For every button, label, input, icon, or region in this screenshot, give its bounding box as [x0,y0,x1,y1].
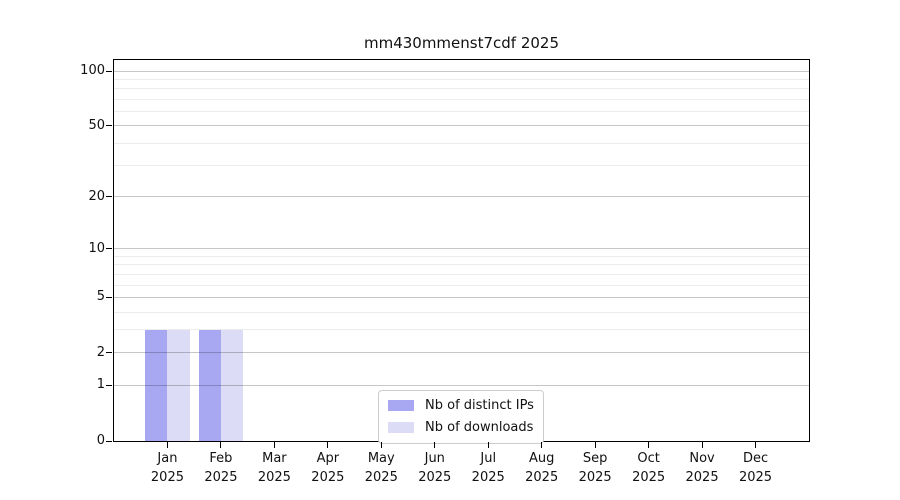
y-tick-1 [106,384,112,386]
bar-downloads-feb [220,329,244,441]
x-tick-year-sep: 2025 [578,470,612,485]
x-tick-year-may: 2025 [364,470,398,485]
y-tick-label-50: 50 [88,117,105,133]
x-tick-label-mar: Mar 2025 [242,449,306,487]
y-tick-label-5: 5 [96,289,105,305]
gridline-major-20 [114,196,809,198]
gridline-minor-7 [114,273,809,275]
y-tick-10 [106,248,112,250]
x-tick-year-feb: 2025 [204,470,238,485]
gridline-major-10 [114,248,809,250]
x-tick-mar [273,442,275,448]
x-tick-label-dec: Dec 2025 [724,449,788,487]
x-tick-jun [434,442,436,448]
gridline-minor-60 [114,111,809,112]
legend-swatch-downloads [388,422,414,433]
y-tick-2 [106,352,112,354]
gridline-major-50 [114,125,809,127]
x-tick-year-jun: 2025 [418,470,452,485]
x-tick-feb [220,442,222,448]
x-tick-label-may: May 2025 [349,449,413,487]
x-tick-year-jan: 2025 [150,470,184,485]
x-tick-apr [327,442,329,448]
y-tick-50 [106,125,112,127]
legend-swatch-distinct-ips [388,400,414,411]
legend-label-downloads: Nb of downloads [425,420,534,435]
gridline-minor-40 [114,142,809,144]
gridline-major-100 [114,70,809,72]
bar-distinct-ips-feb [198,329,221,441]
y-tick-label-20: 20 [88,188,105,204]
y-tick-label-2: 2 [96,344,105,360]
x-tick-label-jan: Jan 2025 [135,449,199,487]
legend-label-distinct-ips: Nb of distinct IPs [425,398,534,413]
x-tick-sep [594,442,596,448]
gridline-minor-90 [114,78,809,80]
gridline-minor-9 [114,255,809,257]
legend-item-distinct-ips: Nb of distinct IPs [388,396,534,415]
legend: Nb of distinct IPs Nb of downloads [378,390,544,444]
plot-area: Nb of distinct IPs Nb of downloads [113,59,810,444]
x-tick-oct [648,442,650,448]
y-tick-label-1: 1 [96,377,105,393]
bar-distinct-ips-jan [145,329,168,441]
x-tick-may [380,442,382,448]
gridline-minor-70 [114,98,809,100]
bar-downloads-jan [167,329,190,441]
x-tick-label-jun: Jun 2025 [403,449,467,487]
x-tick-label-sep: Sep 2025 [563,449,627,487]
x-tick-label-apr: Apr 2025 [296,449,360,487]
x-tick-dec [755,442,757,448]
gridline-minor-80 [114,88,809,90]
y-tick-label-100: 100 [80,63,105,79]
x-tick-year-aug: 2025 [525,470,559,485]
y-tick-5 [106,296,112,298]
gridline-major-5 [114,296,809,298]
x-tick-jan [166,442,168,448]
x-tick-label-nov: Nov 2025 [670,449,734,487]
gridline-minor-4 [114,311,809,313]
x-tick-year-oct: 2025 [632,470,666,485]
y-tick-0 [106,440,112,442]
gridline-minor-6 [114,284,809,286]
grid-layer [114,60,809,441]
x-tick-year-dec: 2025 [738,470,773,485]
x-tick-year-jul: 2025 [471,470,505,485]
x-tick-aug [541,442,543,448]
gridline-minor-8 [114,264,809,266]
x-tick-label-aug: Aug 2025 [510,449,574,487]
y-tick-20 [106,196,112,198]
x-tick-year-nov: 2025 [685,470,719,485]
x-tick-year-apr: 2025 [311,470,345,485]
x-tick-nov [701,442,703,448]
gridline-minor-30 [114,165,809,167]
y-tick-label-10: 10 [88,240,105,256]
x-tick-label-feb: Feb 2025 [189,449,253,487]
gridline-major-2 [114,352,809,354]
x-tick-year-mar: 2025 [257,470,291,485]
bars-layer [114,60,809,441]
x-tick-label-jul: Jul 2025 [456,449,520,487]
chart-title: mm430mmenst7cdf 2025 [363,34,560,52]
legend-item-downloads: Nb of downloads [388,418,534,437]
gridline-minor-3 [114,329,809,331]
y-tick-100 [106,70,112,72]
x-tick-jul [487,442,489,448]
x-tick-label-oct: Oct 2025 [617,449,681,487]
gridline-major-1 [114,384,809,386]
y-tick-label-0: 0 [96,433,105,448]
